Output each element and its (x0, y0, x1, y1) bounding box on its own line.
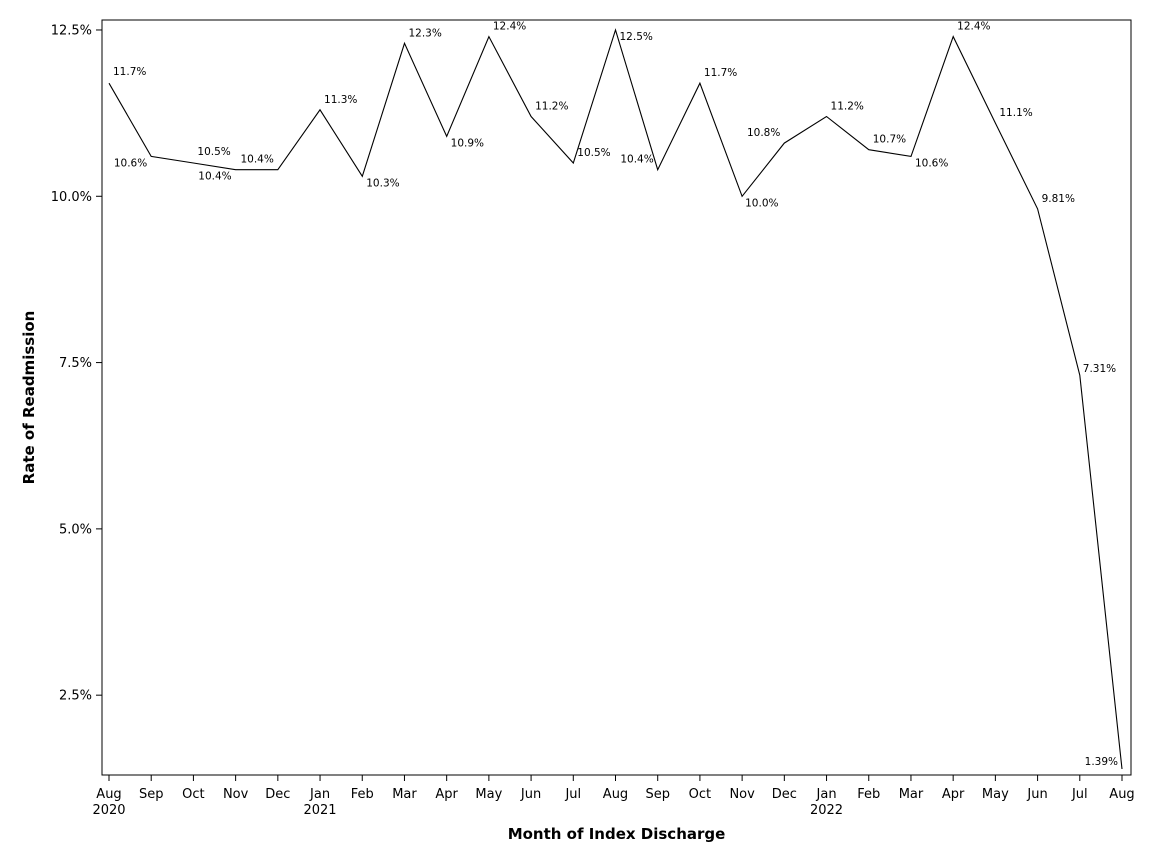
x-tick-label: Jun (1026, 787, 1047, 802)
x-tick-label: Oct (689, 787, 711, 802)
data-labels: 11.7% 10.6% 10.5% 10.4% 10.4% 11.3% 10.3% 12.3%… (113, 21, 1118, 768)
data-label: 10.0% (745, 197, 778, 209)
data-label: 12.3% (408, 27, 441, 39)
x-tick-label: Jul (1071, 787, 1088, 802)
x-tick-label: Jan (309, 787, 330, 802)
data-label: 11.1% (999, 107, 1032, 119)
data-label: 10.6% (915, 157, 948, 169)
data-label: 1.39% (1085, 756, 1118, 768)
data-label: 7.31% (1083, 363, 1116, 375)
x-tick-label: Mar (392, 787, 417, 802)
y-axis: 2.5% 5.0% 7.5% 10.0% 12.5% (51, 23, 102, 704)
data-label: 11.3% (324, 94, 357, 106)
x-tick-label: May (475, 787, 502, 802)
x-tick-label: Nov (729, 787, 755, 802)
x-tick-label: Feb (351, 787, 374, 802)
x-tick-label: Aug (603, 787, 628, 802)
x-axis-title: Month of Index Discharge (508, 825, 726, 843)
y-tick-label: 10.0% (51, 190, 92, 205)
data-label: 10.7% (873, 134, 906, 146)
data-label: 12.4% (957, 21, 990, 33)
data-label: 10.5% (197, 146, 230, 158)
y-tick-label: 2.5% (59, 689, 92, 704)
plot-frame (101, 19, 1132, 776)
x-tick-label: Nov (223, 787, 249, 802)
x-tick-label: Apr (942, 787, 965, 802)
x-tick-label: Aug (1109, 787, 1134, 802)
data-label: 11.7% (704, 67, 737, 79)
data-label: 12.4% (493, 21, 526, 33)
data-label: 10.4% (620, 154, 653, 166)
data-label: 11.2% (535, 100, 568, 112)
data-label: 10.6% (114, 157, 147, 169)
y-axis-title: Rate of Readmission (20, 311, 38, 485)
data-label: 10.4% (240, 154, 273, 166)
y-tick-label: 5.0% (59, 522, 92, 537)
x-tick-label: Jul (564, 787, 581, 802)
data-label: 10.9% (451, 137, 484, 149)
x-tick-label: Mar (899, 787, 924, 802)
x-tick-label: Feb (857, 787, 880, 802)
data-label: 10.4% (198, 171, 231, 183)
data-label: 11.7% (113, 66, 146, 78)
data-label: 10.8% (747, 127, 780, 139)
data-label: 11.2% (831, 100, 864, 112)
x-tick-label: Jun (520, 787, 541, 802)
x-tick-label: Jan (816, 787, 837, 802)
y-tick-label: 12.5% (51, 23, 92, 38)
x-year-label: 2021 (303, 803, 336, 818)
x-tick-label: Dec (772, 787, 797, 802)
x-year-label: 2022 (810, 803, 843, 818)
data-label: 9.81% (1042, 193, 1075, 205)
x-tick-label: Sep (645, 787, 670, 802)
y-tick-label: 7.5% (59, 356, 92, 371)
data-label: 10.3% (366, 177, 399, 189)
data-label: 10.5% (577, 147, 610, 159)
x-tick-label: Sep (139, 787, 164, 802)
x-tick-label: May (982, 787, 1009, 802)
x-tick-label: Oct (182, 787, 204, 802)
data-label: 12.5% (620, 31, 653, 43)
x-tick-label: Apr (435, 787, 458, 802)
x-tick-label: Dec (265, 787, 290, 802)
series-line (108, 28, 1123, 770)
x-tick-label: Aug (96, 787, 121, 802)
x-year-label: 2020 (92, 803, 125, 818)
